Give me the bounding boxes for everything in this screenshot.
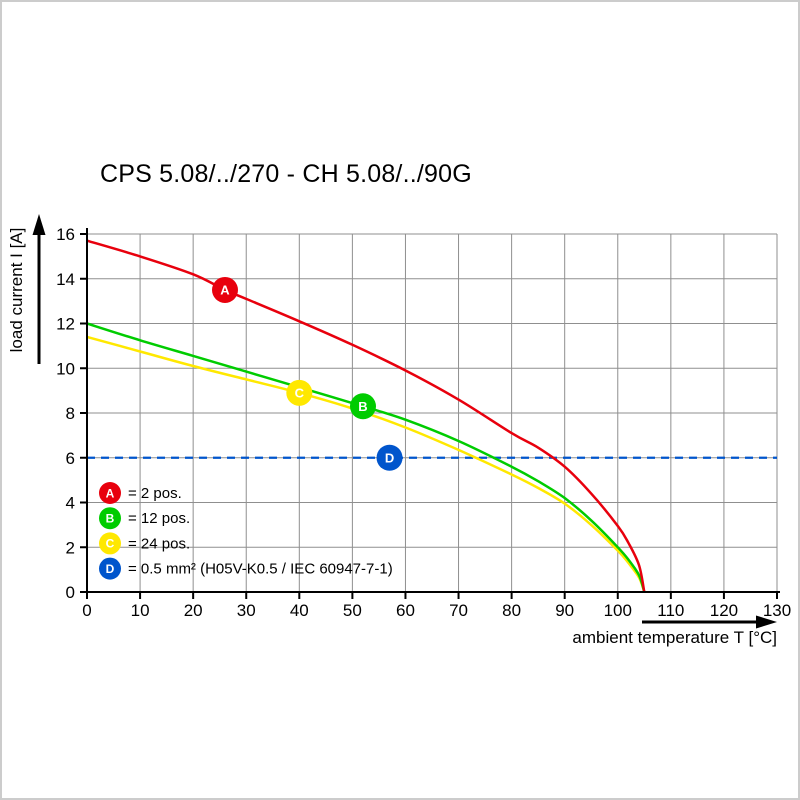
y-tick-label: 12 [56,315,75,334]
legend-letter-D: D [106,562,115,576]
y-tick-label: 6 [66,449,75,468]
legend-item-C: C = 24 pos. [99,532,190,555]
x-tick-label: 10 [131,601,150,620]
legend-label-A: = 2 pos. [128,485,182,502]
y-tick-label: 0 [66,583,75,602]
x-tick-label: 130 [763,601,791,620]
marker-B: B [350,393,376,420]
legend-item-D: D = 0.5 mm² (H05V-K0.5 / IEC 60947-7-1) [99,557,393,580]
plot-area: 0 10 20 30 40 50 60 70 80 90 100 110 120 130 0 2 4 6 8 10 12… [56,225,791,620]
x-tick-label: 70 [449,601,468,620]
legend-letter-A: A [106,486,115,500]
marker-C: C [286,379,313,406]
legend-letter-B: B [106,512,115,526]
y-tick-label: 2 [66,538,75,557]
legend-item-A: A = 2 pos. [99,482,182,504]
legend-letter-C: C [106,537,115,551]
legend-label-C: = 24 pos. [128,535,190,552]
chart-title: CPS 5.08/../270 - CH 5.08/../90G [100,160,472,188]
y-axis-label: load current I [A] [7,228,26,353]
curve-B [86,322,646,593]
x-tick-label: 30 [237,601,256,620]
legend-swatch-D [99,557,121,580]
x-axis-label: ambient temperature T [°C] [572,628,777,647]
marker-A: A [212,276,238,303]
marker-D: D [376,444,403,471]
x-tick-label: 110 [657,601,684,620]
y-tick-label: 8 [66,404,75,423]
marker-letter-B: B [358,399,367,414]
legend-label-D: = 0.5 mm² (H05V-K0.5 / IEC 60947-7-1) [128,561,393,578]
marker-letter-D: D [385,450,394,465]
x-tick-label: 0 [82,601,91,620]
x-tick-label: 120 [710,601,738,620]
legend-swatch-B [99,507,121,530]
marker-circle-B [350,393,376,420]
legend-label-B: = 12 pos. [128,510,190,527]
y-tick-label: 10 [56,359,75,378]
x-tick-label: 40 [290,601,309,620]
x-tick-label: 60 [396,601,415,620]
x-tick-label: 20 [184,601,203,620]
x-tick-label: 80 [502,601,521,620]
legend-swatch-C [99,532,121,555]
x-tick-label: 90 [555,601,574,620]
y-axis-arrow-icon [32,214,46,364]
curve-C [86,335,646,593]
marker-letter-C: C [295,386,305,401]
marker-circle-D [376,444,403,471]
y-tick-label: 16 [56,225,75,244]
legend-item-B: B = 12 pos. [99,507,190,530]
y-tick-label: 14 [56,270,75,289]
x-tick-label: 50 [343,601,362,620]
legend-swatch-A [99,482,121,504]
marker-circle-C [286,379,313,406]
x-axis-arrow-icon [642,615,777,629]
marker-letter-A: A [220,283,230,298]
x-tick-label: 100 [604,601,632,620]
y-tick-label: 4 [66,494,75,513]
marker-circle-A [212,276,238,303]
